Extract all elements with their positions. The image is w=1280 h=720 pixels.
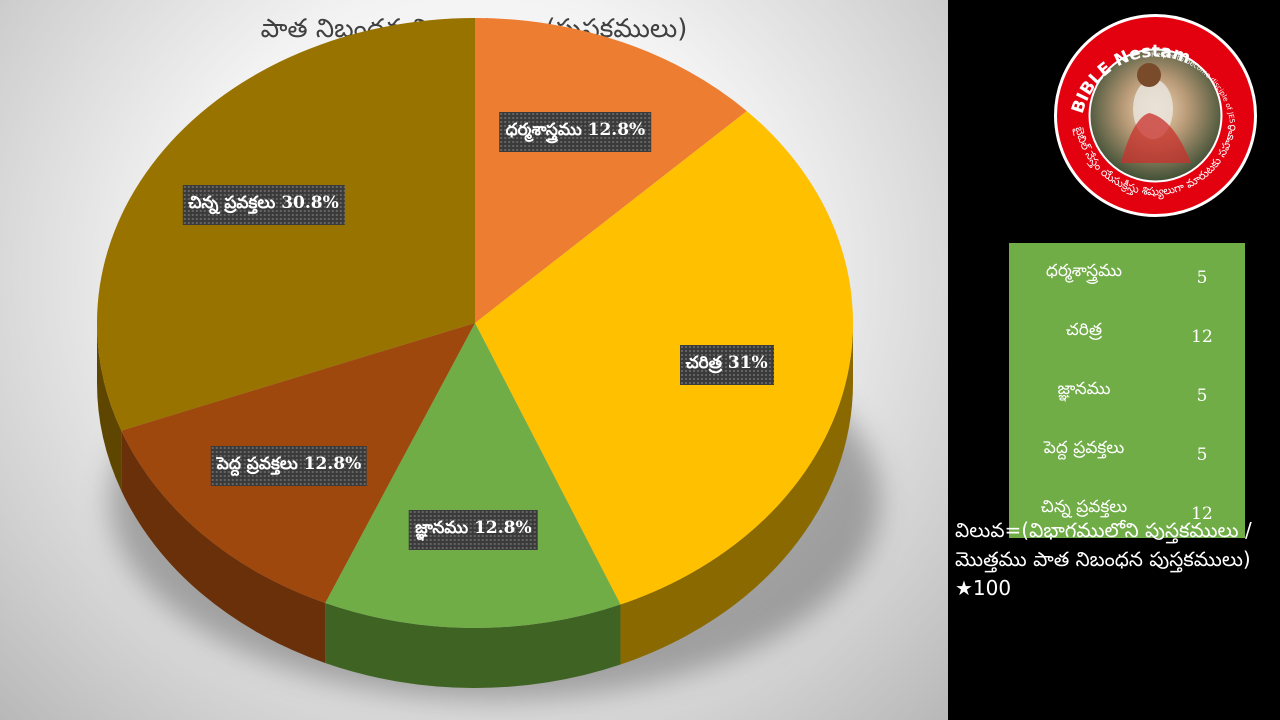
pie-slice: [475, 111, 853, 605]
table-cell-category: జ్ఞానము: [1057, 378, 1111, 399]
table-cell-category: చరిత్ర: [1065, 319, 1103, 340]
table-row: చిన్న ప్రవక్తలు 12: [1009, 479, 1245, 538]
table-cell-count: 12: [1191, 326, 1213, 347]
table-row: చరిత్ర 12: [1009, 302, 1245, 361]
pie-data-label: ధర్మశాస్త్రము 12.8%: [499, 112, 652, 153]
table-row: పెద్ద ప్రవక్తలు 5: [1009, 420, 1245, 479]
formula-text: విలువ=(విభాగములోని పుస్తకములు / మొత్తము …: [955, 518, 1252, 600]
table-row: జ్ఞానము 5: [1009, 361, 1245, 420]
pie-chart: [97, 18, 880, 700]
table-row: ధర్మశాస్త్రము 5: [1009, 243, 1245, 302]
pie-data-label: పెద్ద ప్రవక్తలు 12.8%: [210, 446, 368, 487]
pie-slice-side: [620, 323, 853, 665]
table-cell-count: 12: [1191, 503, 1213, 524]
pie-data-label: జ్ఞానము 12.8%: [409, 510, 538, 551]
pie-slice-side: [97, 323, 122, 491]
pie-slice-side: [121, 430, 326, 664]
pie-slice: [475, 18, 747, 323]
pie-slice: [325, 323, 621, 628]
table-cell-category: పెద్ద ప్రవక్తలు: [1043, 437, 1125, 458]
pie-data-label: చరిత్ర 31%: [679, 344, 774, 385]
chart-panel: పాత నిబంధన విభాగములు (పుస్తకములు) ధర్మశా…: [0, 0, 948, 720]
table-cell-count: 5: [1196, 385, 1208, 406]
table-cell-count: 5: [1196, 444, 1208, 465]
table-cell-category: చిన్న ప్రవక్తలు: [1040, 496, 1128, 517]
pie-slice-side: [325, 603, 621, 688]
pie-data-label: చిన్న ప్రవక్తలు 30.8%: [182, 185, 345, 226]
data-table: ధర్మశాస్త్రము 5 చరిత్ర 12 జ్ఞానము 5 పెద్ద ప్రవ…: [1009, 243, 1245, 538]
table-cell-count: 5: [1196, 267, 1208, 288]
bible-nestam-logo: BIBLE Nestam Helper to become disciple o…: [1053, 13, 1257, 217]
table-cell-category: ధర్మశాస్త్రము: [1045, 260, 1123, 281]
